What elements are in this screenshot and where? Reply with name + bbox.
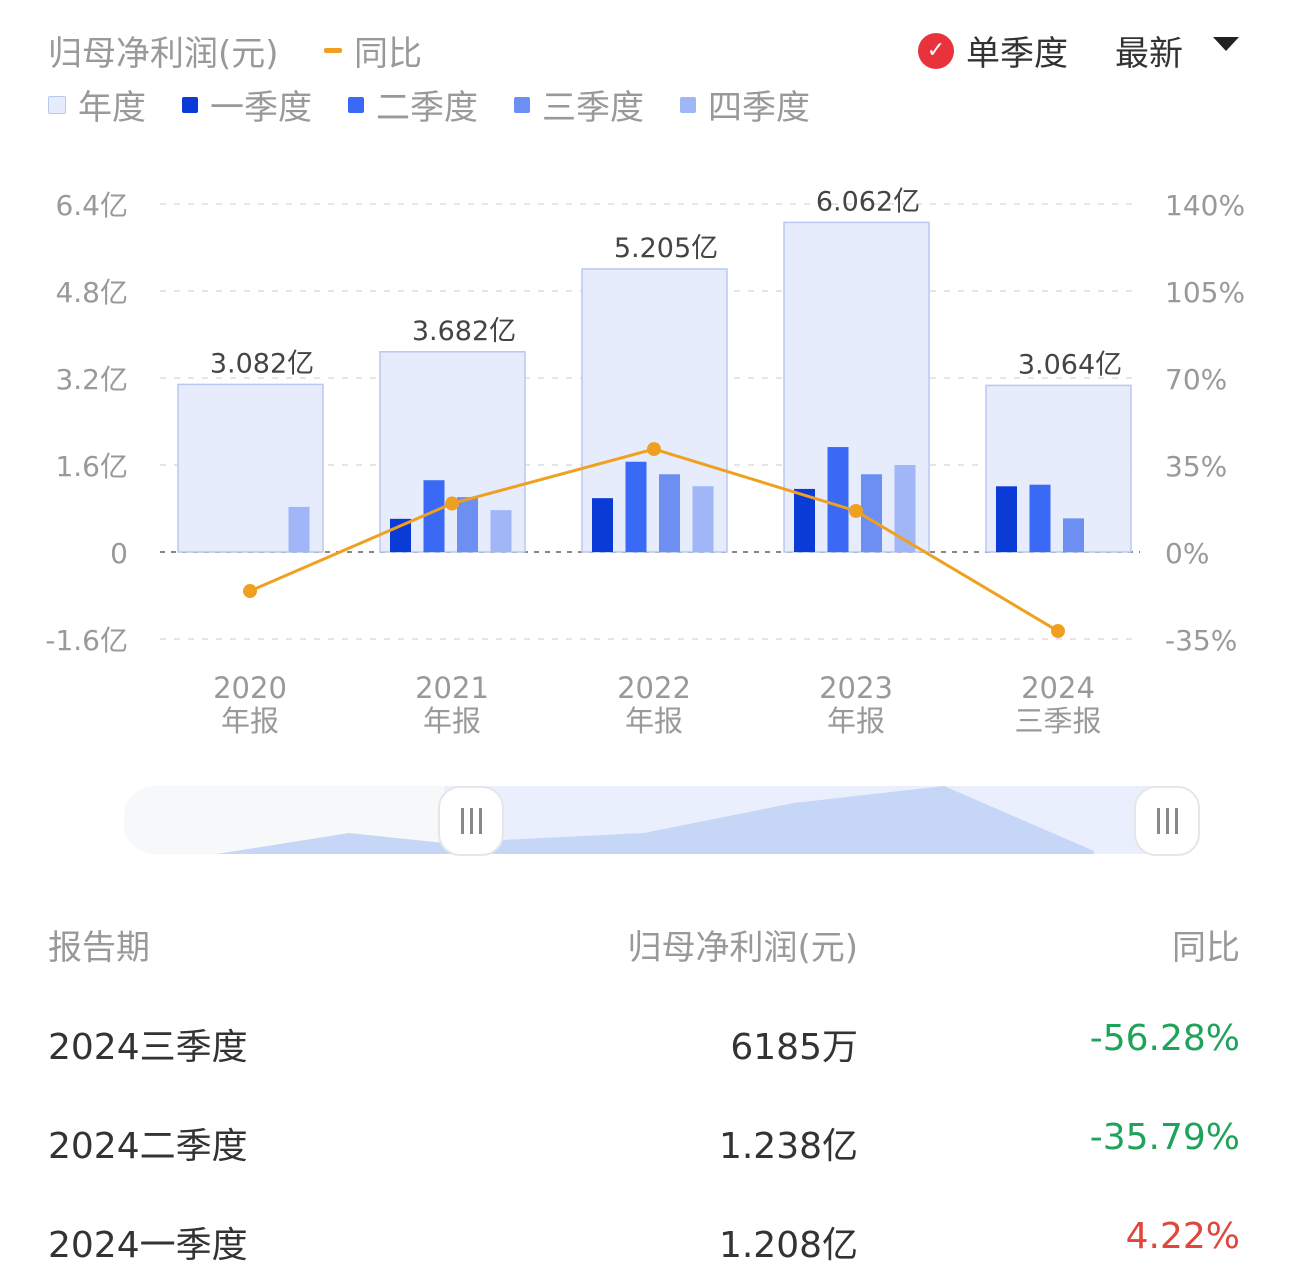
- right-tick-label: 0%: [1165, 537, 1209, 570]
- row-yoy: 4.22%: [1125, 1216, 1240, 1257]
- quarter-bar-q4: [288, 506, 310, 552]
- slider-preview: [216, 786, 1164, 854]
- left-tick-label: 4.8亿: [55, 276, 128, 309]
- left-tick-label: -1.6亿: [45, 624, 128, 657]
- col-header-profit[interactable]: 归母净利润(元): [627, 928, 858, 968]
- slider-left-handle[interactable]: [438, 786, 504, 856]
- x-tick-type: 年报: [221, 704, 279, 738]
- x-tick-year: 2022: [617, 671, 691, 705]
- legend-q2[interactable]: 二季度: [348, 80, 478, 129]
- quarter-bar-q4: [692, 486, 714, 552]
- yoy-point: [849, 503, 863, 518]
- legend-q1[interactable]: 一季度: [182, 80, 312, 129]
- x-tick-year: 2020: [213, 671, 287, 705]
- legend: 年度 一季度 二季度 三季度 四季度: [48, 80, 810, 129]
- row-yoy: -56.28%: [1089, 1018, 1240, 1059]
- check-icon: ✓: [918, 32, 954, 69]
- row-period: 2024一季度: [48, 1225, 248, 1266]
- annual-data-label: 3.082亿: [210, 348, 314, 379]
- range-slider[interactable]: [124, 786, 1200, 854]
- dropdown-label: 最新: [1115, 34, 1183, 74]
- quarter-bar-q2: [423, 480, 445, 552]
- quarter-bar-q3: [659, 474, 680, 552]
- toggle-label: 单季度: [966, 34, 1068, 74]
- row-yoy: -35.79%: [1089, 1117, 1240, 1158]
- row-value: 1.238亿: [718, 1126, 858, 1167]
- x-tick-year: 2023: [819, 671, 893, 705]
- legend-q3[interactable]: 三季度: [514, 80, 644, 129]
- swatch-icon: [182, 96, 198, 113]
- yoy-point: [445, 496, 459, 511]
- legend-annual[interactable]: 年度: [48, 80, 146, 129]
- x-tick-type: 年报: [423, 704, 481, 738]
- left-tick-label: 3.2亿: [55, 363, 128, 396]
- legend-label: 四季度: [708, 88, 810, 128]
- quarter-bar-q2: [625, 461, 647, 552]
- legend-yoy[interactable]: 同比: [324, 26, 422, 75]
- swatch-icon: [514, 96, 530, 113]
- yoy-point: [647, 442, 661, 457]
- swatch-icon: [348, 96, 364, 113]
- x-tick-year: 2021: [415, 671, 489, 705]
- annual-data-label: 6.062亿: [816, 186, 920, 217]
- quarter-bar-q1: [996, 486, 1017, 552]
- annual-data-label: 3.064亿: [1018, 349, 1122, 380]
- x-tick-year: 2024: [1021, 671, 1095, 705]
- legend-label: 二季度: [376, 88, 478, 128]
- right-tick-label: 35%: [1165, 450, 1227, 483]
- swatch-icon: [48, 95, 66, 114]
- quarter-bar-q4: [490, 510, 512, 552]
- col-header-yoy[interactable]: 同比: [1172, 928, 1240, 968]
- row-period: 2024三季度: [48, 1027, 248, 1068]
- legend-label: 年度: [78, 88, 146, 128]
- row-period: 2024二季度: [48, 1126, 248, 1167]
- right-tick-label: 105%: [1165, 276, 1245, 309]
- legend-q4[interactable]: 四季度: [680, 80, 810, 129]
- right-tick-label: 70%: [1165, 363, 1227, 396]
- single-quarter-toggle[interactable]: ✓ 单季度: [918, 26, 1068, 75]
- left-tick-label: 1.6亿: [55, 450, 128, 483]
- x-tick-type: 年报: [827, 704, 885, 738]
- right-tick-label: 140%: [1165, 189, 1245, 222]
- left-tick-label: 6.4亿: [55, 189, 128, 222]
- line-swatch-icon: [324, 48, 342, 53]
- latest-dropdown[interactable]: 最新: [1115, 26, 1239, 75]
- swatch-icon: [680, 96, 696, 113]
- quarter-bar-q4: [894, 465, 916, 552]
- legend-yoy-label: 同比: [354, 34, 422, 74]
- annual-data-label: 3.682亿: [412, 316, 516, 347]
- yoy-point: [243, 584, 257, 599]
- row-value: 1.208亿: [718, 1225, 858, 1266]
- quarter-bar-q1: [592, 498, 613, 552]
- x-tick-type: 三季报: [1014, 704, 1101, 738]
- legend-label: 一季度: [210, 88, 312, 128]
- quarter-bar-q1: [794, 488, 815, 552]
- yoy-point: [1051, 624, 1065, 639]
- col-header-period[interactable]: 报告期: [48, 928, 150, 968]
- caret-down-icon: [1213, 36, 1239, 51]
- legend-label: 三季度: [542, 88, 644, 128]
- chart-title: 归母净利润(元): [48, 34, 279, 74]
- left-tick-label: 0: [110, 537, 128, 570]
- bar-line-chart: 6.4亿 140% 4.8亿 105% 3.2亿 70% 1.6亿 35% 0 0% -1.6亿 -3…: [45, 186, 1245, 738]
- right-tick-label: -35%: [1165, 624, 1237, 657]
- row-value: 6185万: [730, 1027, 858, 1068]
- annual-data-label: 5.205亿: [614, 233, 718, 264]
- quarter-bar-q3: [1063, 518, 1084, 552]
- quarter-bar-q2: [1029, 484, 1051, 552]
- x-tick-type: 年报: [625, 704, 683, 738]
- quarter-bar-q3: [861, 474, 882, 552]
- quarter-bar-q3: [457, 497, 478, 552]
- slider-right-handle[interactable]: [1134, 786, 1200, 856]
- quarter-bar-q2: [827, 447, 849, 552]
